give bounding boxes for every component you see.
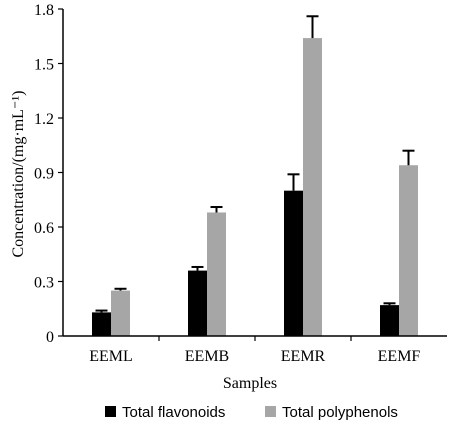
bar [284, 190, 303, 336]
x-tick-label: EEML [89, 348, 133, 365]
y-tick-label: 0 [46, 329, 54, 346]
bar [111, 290, 130, 336]
legend: Total flavonoids Total polyphenols [105, 404, 398, 421]
legend-label: Total polyphenols [282, 404, 398, 421]
x-tick-label: EEMF [378, 348, 421, 365]
legend-swatch [105, 406, 116, 417]
bars-layer [92, 15, 418, 337]
x-tick-label: EEMB [185, 348, 229, 365]
legend-swatch [265, 406, 276, 417]
bar [399, 165, 418, 336]
y-tick-label: 1.2 [34, 111, 54, 128]
y-tick-label: 0.6 [34, 220, 54, 237]
y-tick-label: 1.8 [34, 2, 54, 19]
y-tick-label: 0.9 [34, 166, 54, 183]
bar [207, 212, 226, 336]
y-tick-label: 0.3 [34, 275, 54, 292]
bar [92, 312, 111, 336]
legend-label: Total flavonoids [122, 404, 225, 421]
axes-layer: 0 0.3 0.6 0.9 1.2 1.5 1.8 EEML EEMB EEMR EEMF [34, 2, 447, 365]
x-axis-label: Samples [223, 375, 277, 392]
y-tick-label: 1.5 [34, 57, 54, 74]
bar [303, 38, 322, 337]
y-axis-label: Concentration/(mg·mL⁻¹) [10, 91, 27, 258]
bar [188, 270, 207, 336]
bar [380, 305, 399, 336]
x-tick-label: EEMR [281, 348, 326, 365]
